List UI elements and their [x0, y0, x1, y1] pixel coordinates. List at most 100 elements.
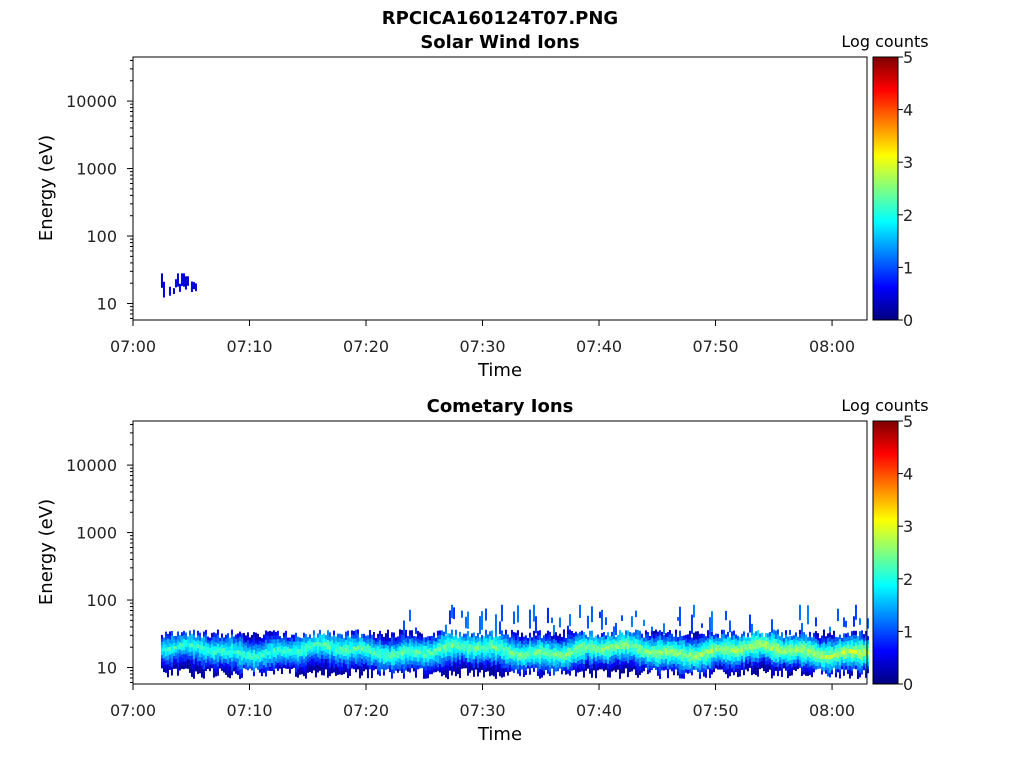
heatmap-cell	[632, 643, 635, 648]
heatmap-cell	[486, 656, 489, 661]
heatmap-cell	[490, 666, 493, 671]
heatmap-cell	[580, 663, 583, 668]
heatmap-cell	[792, 662, 795, 667]
heatmap-cell	[380, 637, 383, 642]
heatmap-cell	[400, 629, 403, 635]
heatmap-cell	[644, 641, 647, 646]
heatmap-cell	[466, 631, 469, 636]
heatmap-cell	[562, 637, 565, 643]
heatmap-cell	[602, 631, 605, 637]
heatmap-cell	[292, 644, 295, 649]
heatmap-cell	[290, 644, 293, 649]
heatmap-cell	[452, 636, 455, 641]
heatmap-cell	[260, 664, 263, 669]
heatmap-cell	[752, 640, 755, 646]
heatmap-cell	[580, 658, 583, 664]
heatmap-cell	[806, 652, 809, 657]
heatmap-cell	[642, 657, 645, 662]
heatmap-cell	[648, 654, 651, 659]
heatmap-cell	[864, 640, 867, 646]
heatmap-cell	[222, 658, 225, 663]
heatmap-cell	[646, 632, 649, 637]
heatmap-cell	[342, 637, 345, 642]
heatmap-cell	[588, 630, 591, 636]
heatmap-cell	[856, 653, 859, 658]
heatmap-cell	[744, 653, 747, 657]
x-tick-label: 07:10	[226, 701, 272, 720]
heatmap-cell	[488, 658, 491, 663]
heatmap-cell	[446, 660, 449, 666]
heatmap-cell	[472, 654, 475, 660]
heatmap-cell	[300, 641, 303, 646]
heatmap-cell	[692, 643, 695, 648]
heatmap-cell	[642, 640, 645, 645]
heatmap-cell	[844, 665, 847, 670]
heatmap-cell	[626, 658, 629, 664]
heatmap-cell	[448, 610, 451, 625]
heatmap-cell	[664, 644, 667, 648]
heatmap-cell	[484, 646, 487, 652]
heatmap-cell	[292, 647, 295, 652]
heatmap-cell	[724, 634, 727, 639]
heatmap-cell	[186, 276, 189, 286]
heatmap-cell	[388, 637, 391, 642]
heatmap-cell	[526, 650, 529, 654]
heatmap-cell	[426, 673, 429, 679]
heatmap-cell	[838, 638, 841, 644]
heatmap-cell	[766, 660, 769, 665]
heatmap-cell	[766, 644, 769, 649]
heatmap-cell	[456, 670, 459, 675]
heatmap-cell	[228, 665, 231, 671]
heatmap-cell	[564, 659, 567, 664]
heatmap-cell	[670, 644, 673, 649]
heatmap-cell	[408, 663, 411, 669]
heatmap-cell	[302, 671, 305, 677]
heatmap-cell	[338, 649, 341, 655]
heatmap-cell	[572, 666, 575, 670]
heatmap-cell	[464, 616, 467, 629]
heatmap-cell	[822, 658, 825, 664]
heatmap-cell	[210, 639, 213, 644]
heatmap-cell	[724, 610, 727, 621]
heatmap-cell	[518, 640, 521, 646]
heatmap-cell	[580, 650, 583, 656]
heatmap-cell	[810, 672, 813, 678]
heatmap-cell	[410, 656, 413, 661]
heatmap-cell	[738, 644, 741, 650]
heatmap-cell	[740, 644, 743, 649]
heatmap-cell	[432, 648, 435, 653]
heatmap-cell	[296, 665, 299, 670]
heatmap-cell	[474, 666, 477, 670]
heatmap-cell	[296, 652, 299, 658]
heatmap-cell	[326, 672, 329, 678]
heatmap-cell	[248, 643, 251, 647]
heatmap-cell	[736, 635, 739, 641]
heatmap-cell	[222, 654, 225, 659]
heatmap-cell	[396, 643, 399, 648]
heatmap-cell	[282, 632, 285, 637]
heatmap-cell	[710, 611, 713, 632]
heatmap-cell	[346, 654, 349, 660]
heatmap-cell	[796, 655, 799, 660]
heatmap-cell	[182, 649, 185, 654]
heatmap-cell	[416, 634, 419, 639]
heatmap-cell	[272, 634, 275, 640]
heatmap-cell	[374, 665, 377, 670]
heatmap-cell	[474, 635, 477, 640]
heatmap-cell	[574, 667, 577, 672]
heatmap-cell	[370, 673, 373, 679]
heatmap-cell	[386, 653, 389, 658]
heatmap-cell	[256, 644, 259, 649]
heatmap-cell	[572, 647, 575, 652]
heatmap-cell	[530, 643, 533, 647]
heatmap-cell	[722, 663, 725, 668]
heatmap-cell	[660, 631, 663, 636]
heatmap-cell	[588, 643, 591, 649]
heatmap-cell	[506, 663, 509, 668]
heatmap-cell	[730, 651, 733, 657]
heatmap-cell	[276, 646, 279, 651]
heatmap-cell	[812, 668, 815, 673]
heatmap-cell	[708, 672, 711, 679]
heatmap-cell	[422, 653, 425, 659]
heatmap-cell	[516, 669, 519, 674]
